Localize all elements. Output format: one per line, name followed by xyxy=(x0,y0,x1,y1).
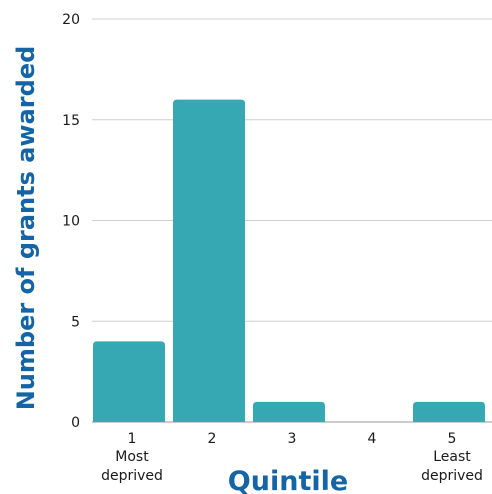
y-tick-labels: 0 5 10 15 20 xyxy=(62,12,80,431)
y-tick-label: 0 xyxy=(71,415,80,431)
bar-quintile-3 xyxy=(253,401,325,422)
x-tick-label: 5 xyxy=(448,431,457,447)
x-tick-label: 3 xyxy=(288,431,297,447)
bar-quintile-5 xyxy=(413,401,485,422)
y-tick-label: 5 xyxy=(71,314,80,330)
y-tick-label: 15 xyxy=(62,113,80,129)
x-axis-title: Quintile xyxy=(228,466,348,494)
bar-quintile-2 xyxy=(173,99,245,422)
x-tick-sublabel: Least deprived xyxy=(421,449,483,484)
bar-quintile-1 xyxy=(93,341,165,422)
y-axis-title: Number of grants awarded xyxy=(12,46,40,411)
x-tick-label: 4 xyxy=(368,431,377,447)
x-tick-labels: 1 Most deprived 2 3 4 5 Least deprived xyxy=(101,431,483,484)
bars xyxy=(93,99,485,422)
x-tick-label: 2 xyxy=(208,431,217,447)
x-tick-label: 1 xyxy=(128,431,137,447)
y-tick-label: 10 xyxy=(62,214,80,230)
y-tick-label: 20 xyxy=(62,12,80,28)
x-tick-sublabel: Most deprived xyxy=(101,449,163,484)
